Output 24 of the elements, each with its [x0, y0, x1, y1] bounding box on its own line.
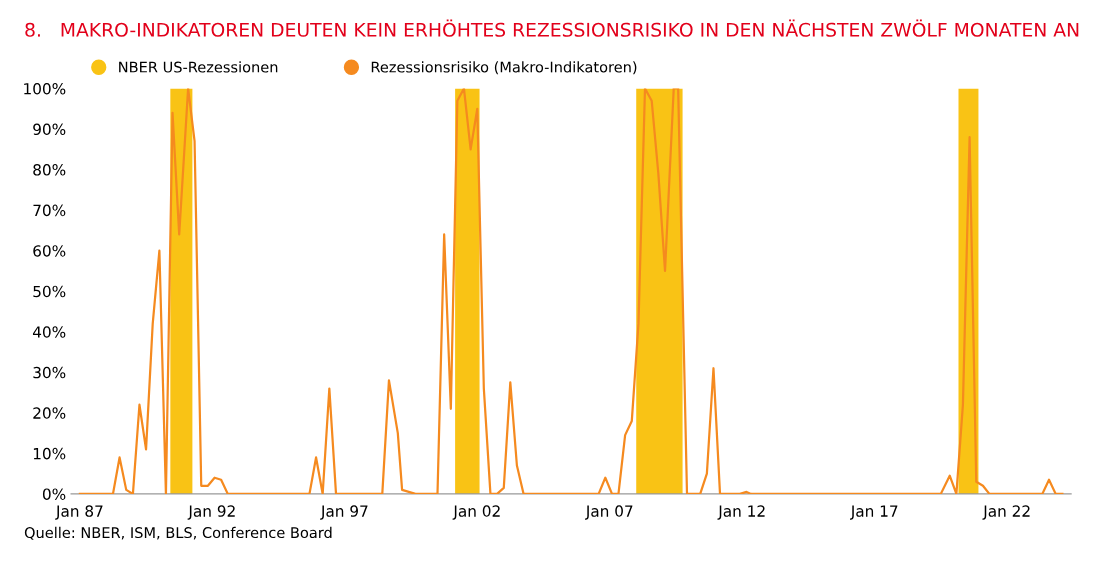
- x-tick-label: Jan 12: [717, 505, 765, 520]
- x-tick-label: Jan 92: [187, 505, 235, 520]
- y-tick-label: 30%: [33, 366, 66, 379]
- legend-label: NBER US-Rezessionen: [119, 61, 278, 73]
- chart-title: 8. MAKRO-INDIKATOREN DEUTEN KEIN ERHÖHTES REZESSIONSRISIKO IN DEN NÄCHSTEN ZWÖLF MONATEN AN: [25, 19, 1079, 37]
- x-tick-label: Jan 02: [452, 505, 500, 520]
- x-tick-label: Jan 97: [320, 505, 368, 520]
- x-tick-label: Jan 17: [850, 505, 898, 520]
- y-tick-label: 90%: [33, 123, 66, 136]
- y-tick-label: 0%: [42, 488, 66, 500]
- y-tick-label: 70%: [33, 204, 66, 217]
- x-tick-label: Jan 07: [585, 505, 633, 520]
- legend-label: Rezessionsrisiko (Makro-Indikatoren): [371, 61, 637, 75]
- y-tick-label: 100%: [24, 82, 66, 95]
- line-series: [78, 88, 1064, 494]
- y-tick-label: 80%: [33, 164, 66, 176]
- x-tick-label: Jan 22: [982, 505, 1030, 520]
- x-tick-label: Jan 87: [55, 505, 103, 520]
- y-tick-label: 20%: [33, 407, 66, 419]
- source-note: Quelle: NBER, ISM, BLS, Conference Board: [24, 526, 332, 540]
- y-tick-label: 40%: [32, 326, 66, 338]
- y-tick-label: 10%: [33, 447, 66, 460]
- y-tick-label: 60%: [33, 245, 66, 257]
- y-tick-label: 50%: [33, 285, 66, 298]
